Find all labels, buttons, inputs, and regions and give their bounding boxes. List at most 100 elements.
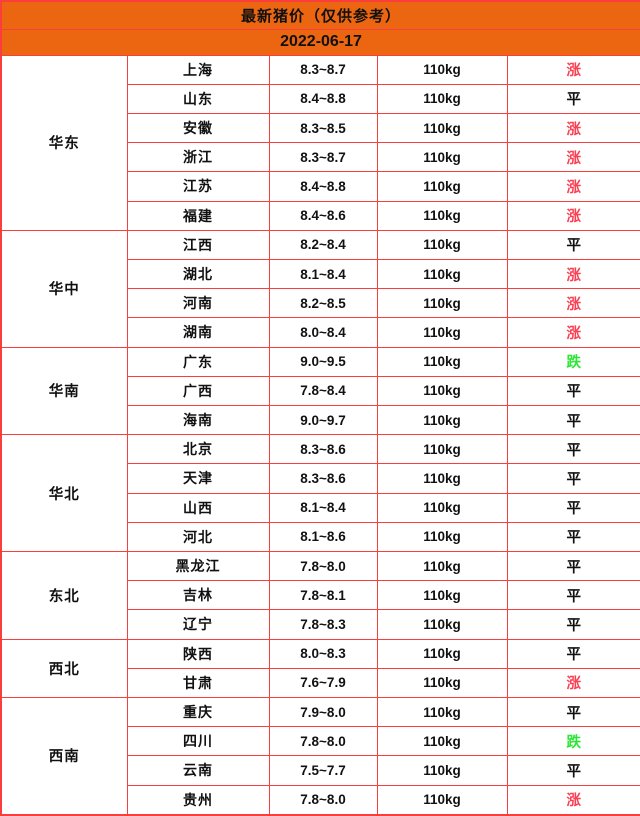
region-cell: 华北 (0, 434, 128, 552)
price-cell: 9.0~9.7 (268, 404, 378, 436)
table-date-row: 2022-06-17 (0, 28, 640, 56)
trend-cell: 平 (506, 463, 640, 494)
price-cell: 7.8~8.1 (268, 580, 378, 611)
trend-cell: 平 (506, 492, 640, 523)
price-cell: 8.3~8.5 (268, 112, 378, 144)
trend-cell: 平 (506, 609, 640, 640)
province-cell: 福建 (126, 200, 270, 231)
weight-cell: 110kg (376, 696, 508, 728)
trend-cell: 涨 (506, 258, 640, 290)
province-cell: 北京 (126, 434, 270, 465)
province-cell: 江苏 (126, 171, 270, 202)
region-cell: 华中 (0, 229, 128, 348)
table-title: 最新猪价（仅供参考） (0, 0, 640, 30)
trend-cell: 平 (506, 550, 640, 582)
table-row: 河北 8.1~8.6 110kg 平 (1, 521, 640, 552)
price-cell: 8.0~8.4 (268, 317, 378, 348)
price-cell: 8.3~8.7 (268, 54, 378, 85)
province-cell: 河北 (126, 521, 270, 552)
province-cell: 天津 (126, 463, 270, 494)
weight-cell: 110kg (376, 638, 508, 669)
weight-cell: 110kg (376, 112, 508, 144)
province-cell: 甘肃 (126, 667, 270, 698)
province-cell: 海南 (126, 404, 270, 436)
table-row: 吉林 7.8~8.1 110kg 平 (1, 580, 640, 611)
price-cell: 8.4~8.8 (268, 83, 378, 114)
weight-cell: 110kg (376, 288, 508, 319)
province-cell: 湖北 (126, 258, 270, 290)
table-row: 山东 8.4~8.8 110kg 平 (1, 83, 640, 114)
weight-cell: 110kg (376, 463, 508, 494)
province-cell: 广东 (126, 346, 270, 377)
table-row: 西北 陕西 8.0~8.3 110kg 平 (0, 638, 640, 698)
table-row: 辽宁 7.8~8.3 110kg 平 (1, 609, 640, 640)
province-cell: 陕西 (126, 638, 270, 669)
table-row: 西南 重庆 7.9~8.0 110kg 平 (0, 696, 640, 816)
trend-cell: 平 (506, 434, 640, 465)
weight-cell: 110kg (376, 550, 508, 582)
table-row: 天津 8.3~8.6 110kg 平 (1, 463, 640, 494)
table-row: 华南 广东 9.0~9.5 110kg 跌 (0, 346, 640, 436)
price-cell: 7.5~7.7 (268, 755, 378, 786)
trend-cell: 平 (506, 375, 640, 406)
province-cell: 山西 (126, 492, 270, 523)
region-cell: 东北 (0, 550, 128, 640)
weight-cell: 110kg (376, 404, 508, 436)
region-cell: 西南 (0, 696, 128, 816)
price-cell: 7.8~8.0 (268, 550, 378, 582)
price-cell: 8.3~8.6 (268, 463, 378, 494)
weight-cell: 110kg (376, 346, 508, 377)
table-row: 江苏 8.4~8.8 110kg 涨 (1, 171, 640, 202)
price-cell: 7.6~7.9 (268, 667, 378, 698)
table-row: 湖南 8.0~8.4 110kg 涨 (1, 317, 640, 348)
weight-cell: 110kg (376, 434, 508, 465)
weight-cell: 110kg (376, 784, 508, 816)
table-row: 华中 江西 8.2~8.4 110kg 平 (0, 229, 640, 348)
table-row: 华东 上海 8.3~8.7 110kg 涨 (0, 54, 640, 231)
province-cell: 山东 (126, 83, 270, 114)
price-cell: 7.8~8.3 (268, 609, 378, 640)
trend-cell: 涨 (506, 54, 640, 85)
weight-cell: 110kg (376, 171, 508, 202)
trend-cell: 跌 (506, 726, 640, 757)
table-row: 贵州 7.8~8.0 110kg 涨 (1, 784, 640, 816)
province-cell: 江西 (126, 229, 270, 260)
table-row: 福建 8.4~8.6 110kg 涨 (1, 200, 640, 231)
trend-cell: 平 (506, 229, 640, 260)
trend-cell: 涨 (506, 200, 640, 231)
trend-cell: 平 (506, 638, 640, 669)
weight-cell: 110kg (376, 142, 508, 173)
province-cell: 黑龙江 (126, 550, 270, 582)
province-cell: 贵州 (126, 784, 270, 816)
table-row: 东北 黑龙江 7.8~8.0 110kg 平 (0, 550, 640, 640)
table-row: 四川 7.8~8.0 110kg 跌 (1, 726, 640, 757)
trend-cell: 平 (506, 521, 640, 552)
table-row: 河南 8.2~8.5 110kg 涨 (1, 288, 640, 319)
price-cell: 8.1~8.6 (268, 521, 378, 552)
price-cell: 7.8~8.0 (268, 784, 378, 816)
trend-cell: 涨 (506, 171, 640, 202)
trend-cell: 涨 (506, 142, 640, 173)
table-row: 山西 8.1~8.4 110kg 平 (1, 492, 640, 523)
weight-cell: 110kg (376, 667, 508, 698)
price-cell: 7.8~8.4 (268, 375, 378, 406)
price-cell: 8.2~8.4 (268, 229, 378, 260)
price-cell: 8.3~8.6 (268, 434, 378, 465)
province-cell: 浙江 (126, 142, 270, 173)
trend-cell: 涨 (506, 784, 640, 816)
province-cell: 安徽 (126, 112, 270, 144)
region-cell: 华东 (0, 54, 128, 231)
trend-cell: 涨 (506, 288, 640, 319)
table-row: 广西 7.8~8.4 110kg 平 (1, 375, 640, 406)
region-cell: 西北 (0, 638, 128, 698)
price-cell: 8.2~8.5 (268, 288, 378, 319)
price-cell: 8.3~8.7 (268, 142, 378, 173)
weight-cell: 110kg (376, 83, 508, 114)
price-cell: 9.0~9.5 (268, 346, 378, 377)
weight-cell: 110kg (376, 229, 508, 260)
weight-cell: 110kg (376, 200, 508, 231)
trend-cell: 平 (506, 83, 640, 114)
price-cell: 8.4~8.6 (268, 200, 378, 231)
trend-cell: 涨 (506, 112, 640, 144)
